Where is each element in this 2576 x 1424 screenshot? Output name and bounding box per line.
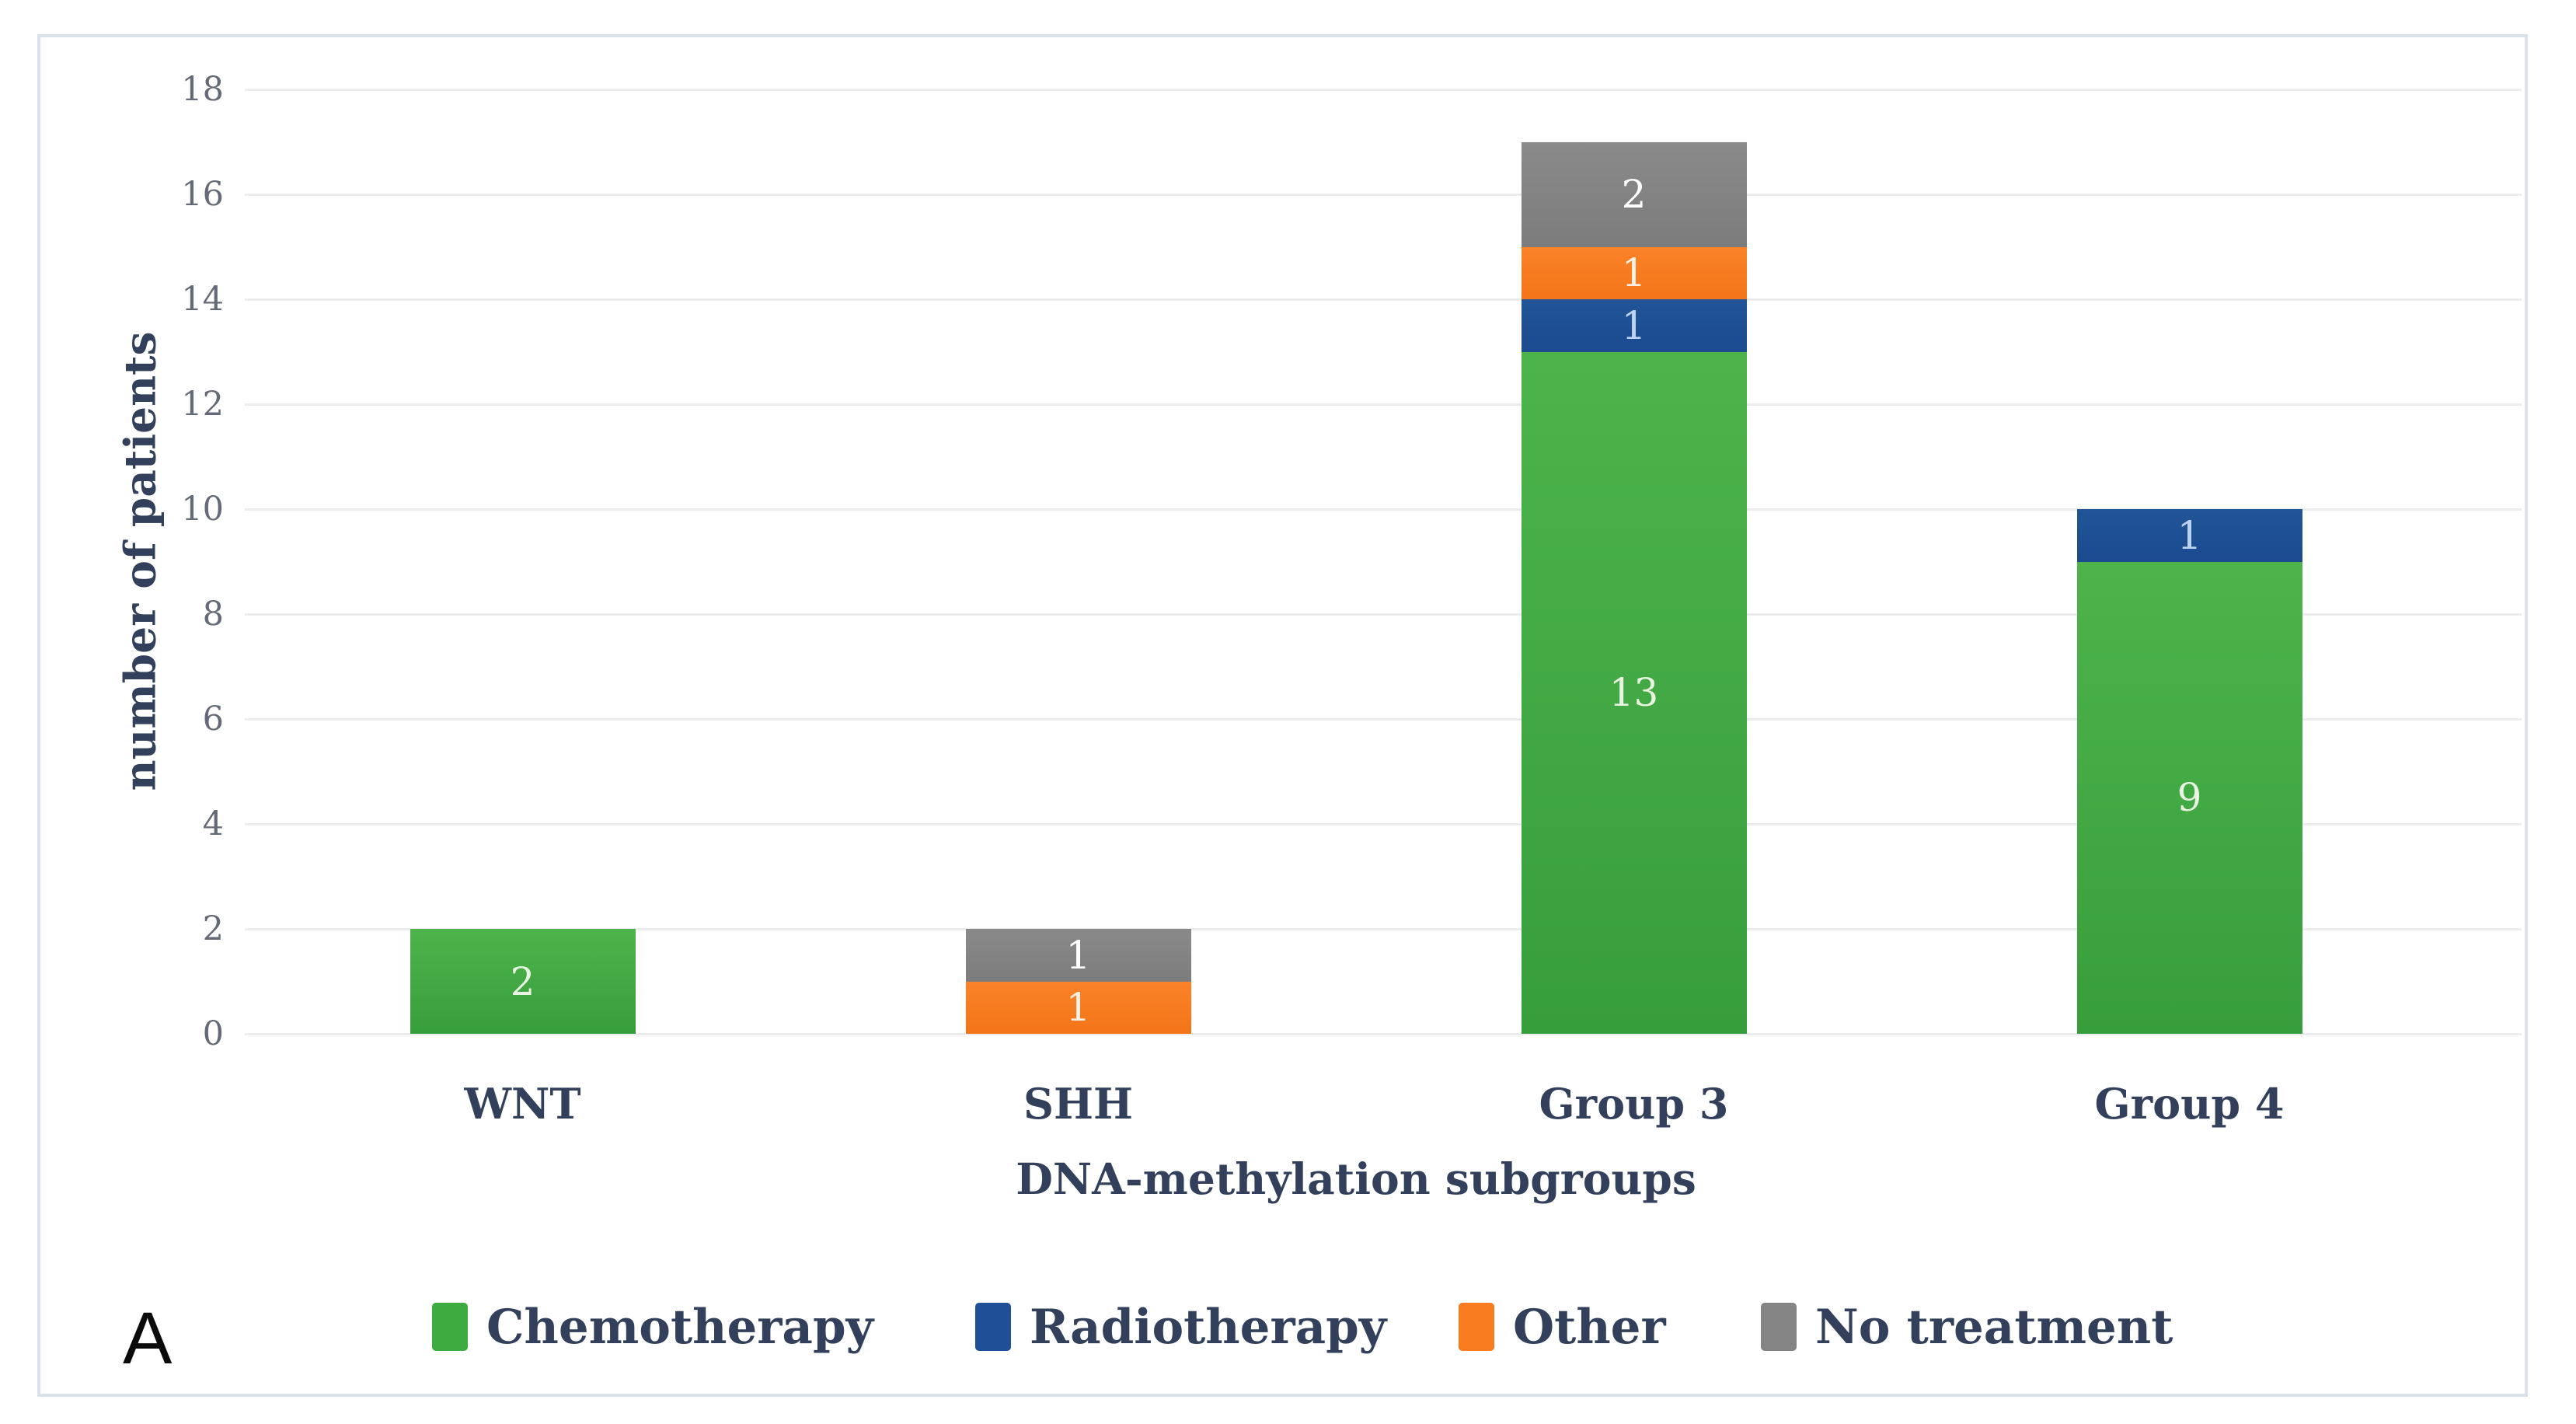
bar-segment-wnt-chemotherapy: 2	[410, 929, 636, 1034]
legend-swatch-icon	[1761, 1303, 1797, 1351]
bar-value-label: 1	[1621, 250, 1647, 296]
category-label-group-3: Group 3	[1539, 1079, 1729, 1129]
category-label-group-4: Group 4	[2094, 1079, 2285, 1129]
legend-swatch-icon	[1459, 1303, 1494, 1351]
legend-item-radiotherapy: Radiotherapy	[975, 1292, 1386, 1362]
bar-value-label: 1	[1065, 932, 1091, 978]
bar-segment-group-3-other: 1	[1521, 246, 1747, 299]
bar-value-label: 13	[1609, 670, 1659, 716]
gridline-y18	[245, 88, 2522, 91]
legend-swatch-icon	[432, 1303, 468, 1351]
gridline-y14	[245, 298, 2522, 301]
y-tick-label-10: 10	[181, 490, 224, 529]
y-tick-label-6: 6	[202, 700, 224, 738]
category-label-shh: SHH	[1023, 1079, 1134, 1129]
legend-item-other: Other	[1459, 1292, 1666, 1362]
y-tick-label-14: 14	[181, 280, 224, 319]
y-tick-label-2: 2	[202, 909, 224, 948]
bar-value-label: 2	[1621, 172, 1647, 217]
chart-legend: Chemotherapy Radiotherapy Other No treatmen…	[0, 1292, 2576, 1362]
gridline-y16	[245, 193, 2522, 196]
gridline-y8	[245, 613, 2522, 616]
legend-label: No treatment	[1815, 1299, 2173, 1355]
bar-segment-group-3-radiotherapy: 1	[1521, 299, 1747, 352]
x-axis-title: DNA-methylation subgroups	[1016, 1154, 1696, 1204]
y-tick-label-12: 12	[181, 385, 224, 424]
bar-value-label: 2	[510, 958, 535, 1004]
legend-label: Other	[1513, 1299, 1666, 1355]
bar-segment-shh-other: 1	[965, 981, 1191, 1034]
y-tick-label-4: 4	[202, 804, 224, 843]
legend-label: Radiotherapy	[1030, 1299, 1387, 1355]
bar-value-label: 1	[1065, 985, 1091, 1031]
gridline-y2	[245, 927, 2522, 930]
gridline-y6	[245, 717, 2522, 721]
legend-item-no-treatment: No treatment	[1761, 1292, 2173, 1362]
bar-segment-group-3-no-treatment: 2	[1521, 141, 1747, 247]
gridline-y0	[245, 1032, 2522, 1035]
legend-swatch-icon	[975, 1303, 1011, 1351]
legend-label: Chemotherapy	[486, 1299, 874, 1355]
bar-segment-group-4-chemotherapy: 9	[2076, 561, 2302, 1034]
gridline-y12	[245, 403, 2522, 406]
legend-item-chemotherapy: Chemotherapy	[432, 1292, 873, 1362]
bar-value-label: 9	[2177, 775, 2202, 821]
gridline-y10	[245, 508, 2522, 511]
y-tick-label-8: 8	[202, 595, 224, 633]
y-tick-label-18: 18	[181, 70, 224, 109]
y-tick-label-16: 16	[181, 175, 224, 214]
bar-value-label: 1	[1621, 302, 1647, 348]
bar-segment-shh-no-treatment: 1	[965, 929, 1191, 982]
y-tick-label-0: 0	[202, 1014, 224, 1053]
category-label-wnt: WNT	[464, 1079, 581, 1129]
bar-value-label: 1	[2177, 512, 2202, 558]
gridline-y4	[245, 822, 2522, 825]
bar-segment-group-3-chemotherapy: 13	[1521, 351, 1747, 1034]
panel-letter-label: A	[123, 1297, 173, 1380]
bar-segment-group-4-radiotherapy: 1	[2076, 509, 2302, 562]
